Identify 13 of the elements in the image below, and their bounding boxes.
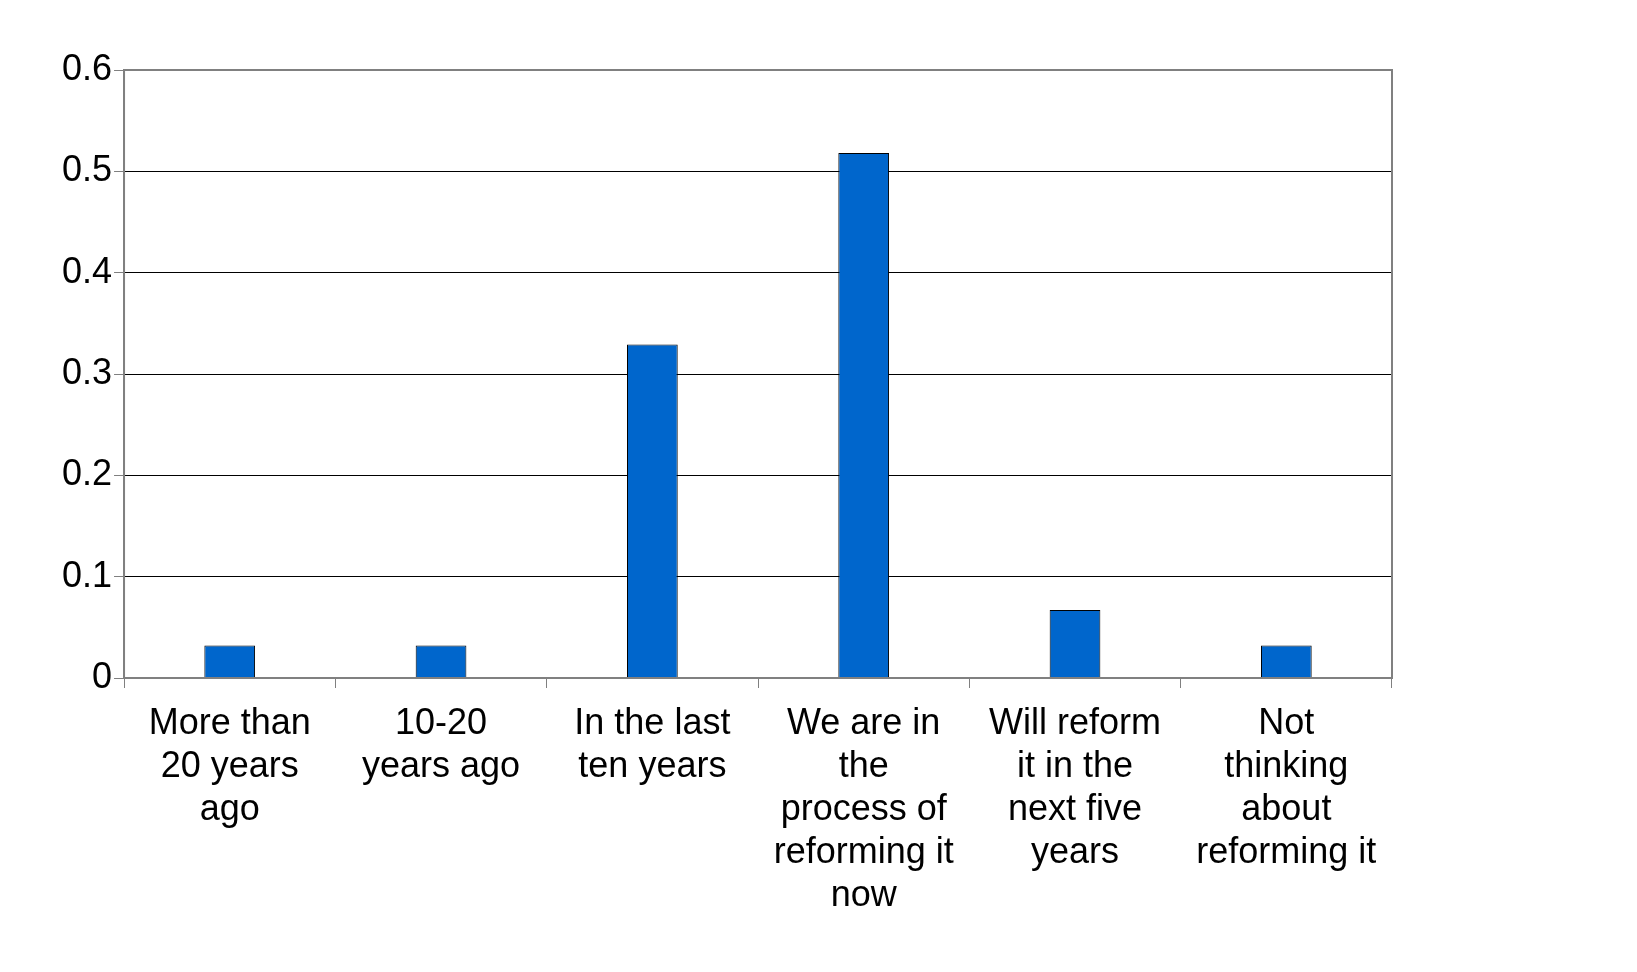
y-tick-label: 0.5	[62, 148, 113, 190]
x-tick-label: Will reform it in the next five years	[989, 700, 1161, 872]
x-tick-label: More than 20 years ago	[148, 700, 311, 828]
y-tick-label: 0.3	[62, 350, 113, 392]
y-tick-label: 0.4	[62, 249, 113, 291]
y-tick-label: 0.2	[62, 452, 113, 494]
x-tick-label: We are in the process of reforming it now	[773, 700, 954, 915]
y-tick-label: 0.1	[62, 553, 113, 595]
x-tick-label: Not thinking about reforming it	[1196, 700, 1377, 872]
y-tick-label: 0.6	[62, 46, 113, 88]
y-tick-label: 0	[92, 654, 113, 696]
x-tick-label: 10-20 years ago	[361, 700, 521, 785]
x-tick-label: In the last ten years	[574, 700, 731, 785]
